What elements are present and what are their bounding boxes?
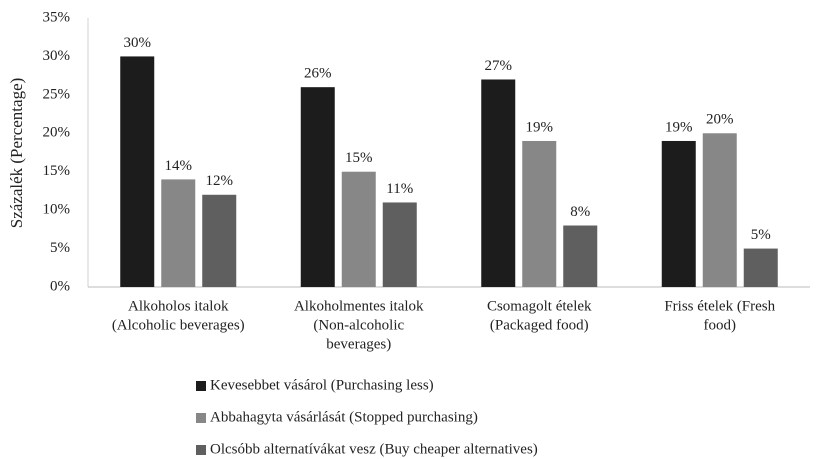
bar <box>702 133 737 287</box>
x-tick-label: Alkoholos italok <box>128 298 229 314</box>
y-tick-label: 10% <box>43 202 71 218</box>
y-tick-label: 15% <box>43 163 71 179</box>
x-tick-label: beverages) <box>326 336 391 352</box>
data-label: 20% <box>706 112 734 128</box>
data-label: 8% <box>570 204 590 220</box>
bar <box>382 202 417 287</box>
bar <box>481 79 516 287</box>
bar <box>743 248 778 287</box>
data-label: 15% <box>345 150 373 166</box>
x-tick-label: (Packaged food) <box>490 317 589 333</box>
legend-swatch <box>196 413 206 423</box>
y-tick-label: 30% <box>43 48 71 64</box>
y-tick-label: 0% <box>50 278 70 294</box>
data-label: 26% <box>304 66 332 82</box>
y-tick-label: 5% <box>50 240 70 256</box>
legend-swatch <box>196 445 206 455</box>
bar <box>300 87 335 288</box>
data-label: 11% <box>386 181 413 197</box>
x-tick-label: Csomagolt ételek <box>487 298 592 314</box>
bar <box>563 225 598 287</box>
data-label: 14% <box>165 158 193 174</box>
data-label: 5% <box>751 227 771 243</box>
x-tick-label: food) <box>704 317 737 333</box>
data-label: 30% <box>124 35 152 51</box>
data-label: 12% <box>206 173 234 189</box>
x-tick-label: Friss ételek (Fresh <box>664 298 775 314</box>
legend-label: Abbahagyta vásárlását (Stopped purchasin… <box>210 409 478 425</box>
bar <box>202 194 237 287</box>
data-label: 19% <box>526 119 554 135</box>
y-tick-label: 35% <box>43 9 71 25</box>
x-tick-label: Alkoholmentes italok <box>294 298 424 314</box>
legend-label: Olcsóbb alternatívákat vesz (Buy cheaper… <box>210 441 538 457</box>
bar <box>661 140 696 287</box>
data-label: 27% <box>485 58 513 74</box>
legend-label: Kevesebbet vásárol (Purchasing less) <box>210 377 434 393</box>
y-tick-label: 25% <box>43 86 71 102</box>
y-axis-title: Százalék (Percentage) <box>7 78 26 229</box>
legend-swatch <box>196 381 206 391</box>
bar <box>161 179 196 287</box>
x-tick-label: (Alcoholic beverages) <box>112 317 245 333</box>
bar <box>522 140 557 287</box>
bar <box>341 171 376 287</box>
bar <box>120 56 155 287</box>
data-label: 19% <box>665 119 693 135</box>
x-tick-label: (Non-alcoholic <box>313 317 404 333</box>
y-tick-label: 20% <box>43 125 71 141</box>
